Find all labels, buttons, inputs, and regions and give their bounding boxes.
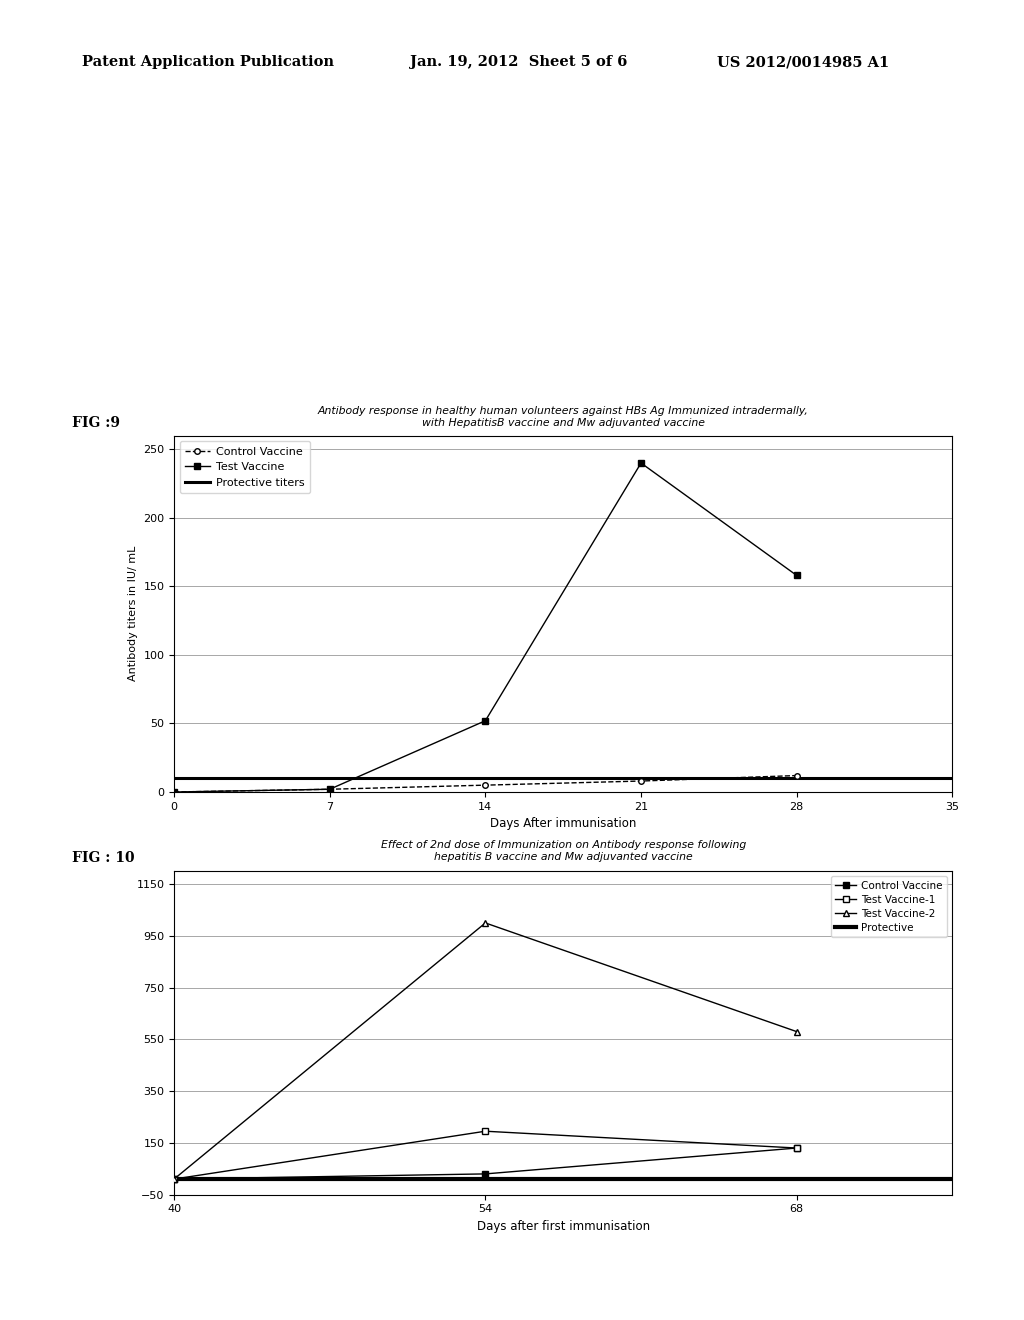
Legend: Control Vaccine, Test Vaccine-1, Test Vaccine-2, Protective: Control Vaccine, Test Vaccine-1, Test Va… (831, 876, 947, 937)
Legend: Control Vaccine, Test Vaccine, Protective titers: Control Vaccine, Test Vaccine, Protectiv… (179, 441, 310, 494)
X-axis label: Days After immunisation: Days After immunisation (490, 817, 636, 830)
Y-axis label: Antibody titers in IU/ mL: Antibody titers in IU/ mL (128, 546, 137, 681)
Text: FIG : 10: FIG : 10 (72, 851, 134, 866)
Text: Antibody response in healthy human volunteers against HBs Ag Immunized intraderm: Antibody response in healthy human volun… (317, 407, 809, 428)
Text: FIG :9: FIG :9 (72, 416, 120, 430)
Text: Patent Application Publication: Patent Application Publication (82, 55, 334, 70)
X-axis label: Days after first immunisation: Days after first immunisation (476, 1220, 650, 1233)
Text: Effect of 2nd dose of Immunization on Antibody response following
hepatitis B va: Effect of 2nd dose of Immunization on An… (381, 841, 745, 862)
Text: Jan. 19, 2012  Sheet 5 of 6: Jan. 19, 2012 Sheet 5 of 6 (410, 55, 627, 70)
Text: US 2012/0014985 A1: US 2012/0014985 A1 (717, 55, 889, 70)
